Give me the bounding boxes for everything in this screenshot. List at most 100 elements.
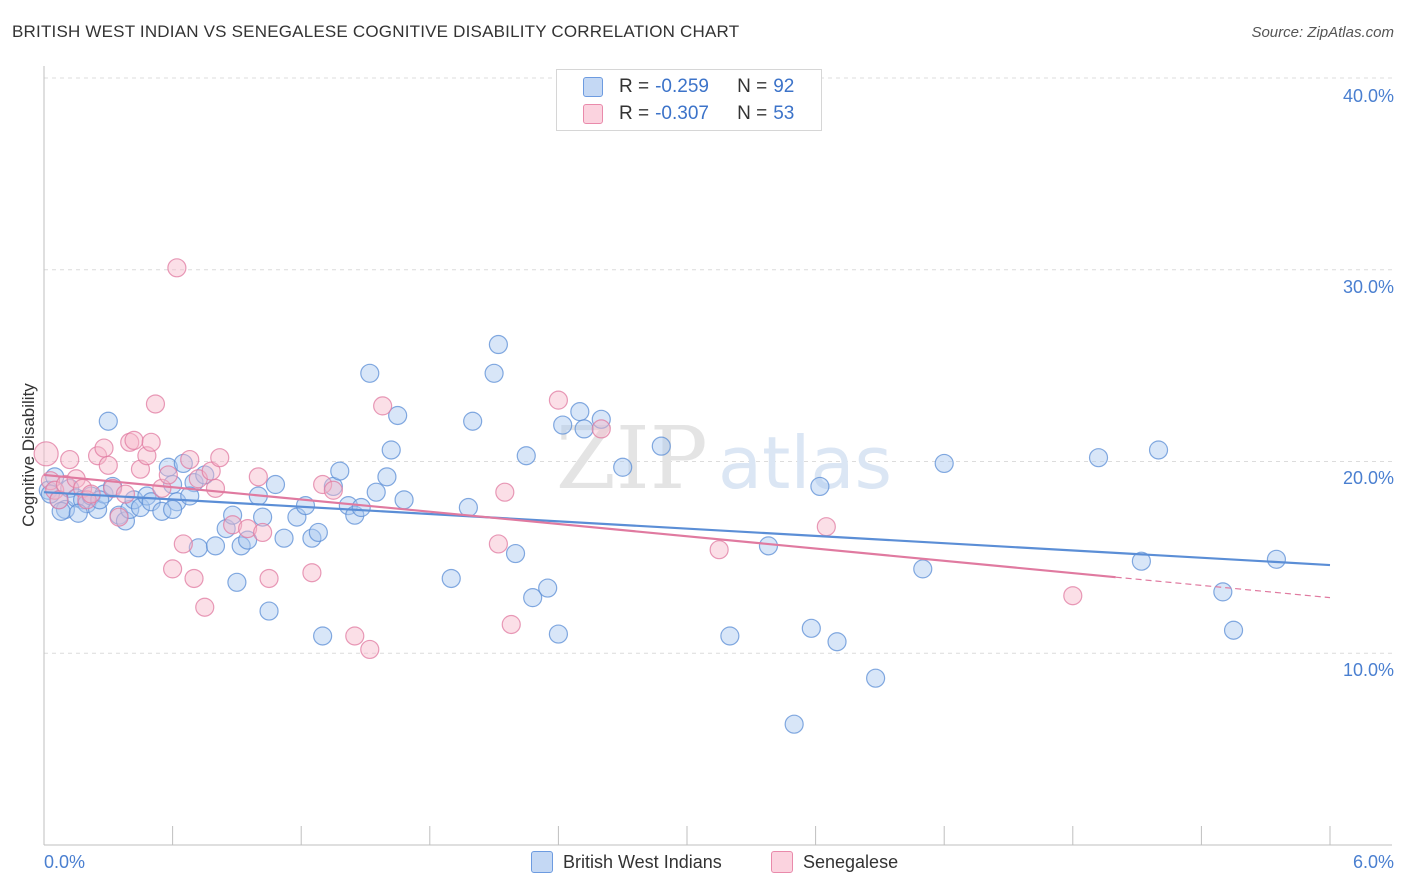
point-british-west-indians <box>1088 448 1109 468</box>
point-british-west-indians <box>388 405 408 426</box>
point-british-west-indians <box>188 538 208 558</box>
point-senegalese <box>323 480 343 500</box>
point-british-west-indians <box>394 490 414 510</box>
point-british-west-indians <box>1131 551 1151 571</box>
point-british-west-indians <box>227 572 247 592</box>
point-british-west-indians <box>441 568 461 589</box>
point-british-west-indians <box>308 522 328 543</box>
point-british-west-indians <box>259 601 279 621</box>
point-senegalese <box>87 446 108 466</box>
legend-item-british-west-indians: British West Indians <box>531 851 722 873</box>
legend-label: Senegalese <box>803 851 899 872</box>
r-value: -0.307 <box>655 103 709 124</box>
legend-swatch-blue <box>583 77 603 97</box>
r-value: -0.259 <box>655 76 709 97</box>
point-british-west-indians <box>163 499 183 520</box>
point-british-west-indians <box>360 363 380 383</box>
point-british-west-indians <box>866 668 886 688</box>
point-british-west-indians <box>381 440 401 460</box>
point-senegalese <box>145 394 166 414</box>
point-british-west-indians <box>377 467 397 487</box>
point-senegalese <box>45 480 65 500</box>
point-senegalese <box>223 515 243 535</box>
point-senegalese <box>60 449 80 470</box>
y-tick-30: 30.0% <box>1342 277 1394 297</box>
point-senegalese <box>488 534 508 554</box>
trendline-senegalese-extension <box>1115 576 1331 599</box>
point-senegalese <box>709 540 729 560</box>
point-british-west-indians <box>538 578 558 598</box>
point-senegalese <box>158 465 178 485</box>
legend-swatch-pink <box>583 104 603 124</box>
point-british-west-indians <box>784 714 804 734</box>
y-tick-10: 10.0% <box>1342 660 1394 680</box>
y-tick-40: 40.0% <box>1342 86 1394 106</box>
point-british-west-indians <box>351 497 371 518</box>
watermark-atlas: atlas <box>718 421 892 505</box>
point-senegalese <box>591 419 611 439</box>
point-british-west-indians <box>523 588 543 608</box>
point-senegalese <box>210 448 230 468</box>
point-british-west-indians <box>1223 620 1244 640</box>
point-senegalese <box>180 449 200 470</box>
point-senegalese <box>313 474 333 495</box>
point-senegalese <box>816 517 836 537</box>
point-british-west-indians <box>570 402 590 422</box>
legend-swatch-pink <box>771 851 793 873</box>
point-senegalese <box>1063 586 1083 606</box>
point-british-west-indians <box>274 528 294 548</box>
point-british-west-indians <box>1213 582 1233 602</box>
point-senegalese <box>259 568 279 589</box>
point-british-west-indians <box>574 419 594 439</box>
n-value: 53 <box>773 103 795 124</box>
point-british-west-indians <box>720 626 740 646</box>
point-british-west-indians <box>366 482 386 502</box>
point-british-west-indians <box>1148 440 1169 460</box>
n-value: 92 <box>773 76 795 97</box>
point-senegalese <box>253 522 273 543</box>
point-british-west-indians <box>553 415 573 435</box>
point-british-west-indians <box>488 334 508 355</box>
y-tick-20: 20.0% <box>1342 468 1394 488</box>
point-senegalese <box>98 455 118 475</box>
series-legend: British West Indians Senegalese <box>0 851 1406 877</box>
watermark-zip: ZIP <box>556 409 708 509</box>
point-british-west-indians <box>913 559 933 579</box>
point-senegalese <box>302 563 322 583</box>
point-british-west-indians <box>1266 549 1287 569</box>
point-senegalese <box>345 626 365 646</box>
point-british-west-indians <box>253 507 273 527</box>
stats-legend: R = -0.259 N = 92 R = -0.307 N = 53 <box>556 69 822 131</box>
point-senegalese <box>495 482 515 502</box>
point-british-west-indians <box>51 501 71 521</box>
x-tick-left: 0.0% <box>44 852 86 872</box>
point-british-west-indians <box>205 536 226 556</box>
chart-source: Source: ZipAtlas.com <box>1251 24 1394 41</box>
point-british-west-indians <box>548 624 569 644</box>
point-british-west-indians <box>810 476 830 497</box>
point-senegalese <box>373 396 393 416</box>
r-label: R = <box>619 76 650 97</box>
point-british-west-indians <box>758 536 779 556</box>
point-senegalese <box>501 614 521 635</box>
point-senegalese <box>360 639 380 660</box>
y-axis-label: Cognitive Disability <box>19 383 38 527</box>
point-senegalese <box>184 568 204 589</box>
stats-row-senegalese: R = -0.307 N = 53 <box>583 102 794 126</box>
r-label: R = <box>619 103 650 124</box>
point-british-west-indians <box>68 503 88 523</box>
trendline-british-west-indians <box>43 491 1331 567</box>
point-senegalese <box>548 390 569 410</box>
point-senegalese <box>238 519 258 539</box>
point-senegalese <box>115 484 136 504</box>
point-senegalese <box>163 559 183 579</box>
point-british-west-indians <box>934 453 954 474</box>
legend-item-senegalese: Senegalese <box>771 851 898 873</box>
point-senegalese <box>94 438 114 458</box>
point-british-west-indians <box>265 474 286 495</box>
point-british-west-indians <box>463 411 483 431</box>
point-senegalese <box>248 467 268 487</box>
point-british-west-indians <box>330 461 350 481</box>
point-british-west-indians <box>651 436 671 456</box>
point-british-west-indians <box>516 446 536 466</box>
